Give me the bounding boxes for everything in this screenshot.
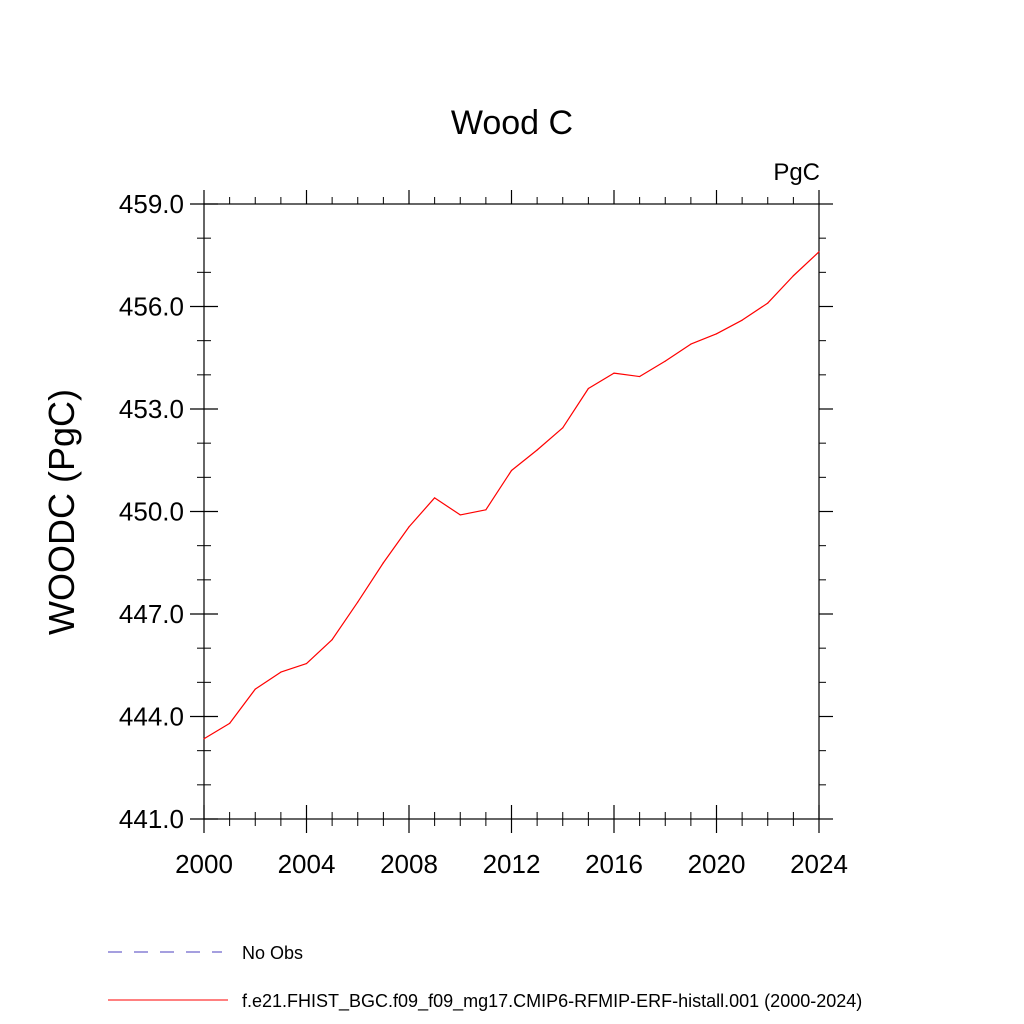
data-point	[818, 251, 820, 253]
data-point	[357, 601, 359, 603]
y-tick-label: 444.0	[119, 702, 184, 732]
axis-ticks	[190, 190, 833, 833]
data-point	[767, 302, 769, 304]
x-tick-label: 2024	[790, 849, 848, 879]
y-tick-label: 453.0	[119, 394, 184, 424]
data-point	[613, 372, 615, 374]
y-tick-label: 459.0	[119, 189, 184, 219]
y-tick-label: 456.0	[119, 292, 184, 322]
data-point	[536, 449, 538, 451]
y-tick-label: 447.0	[119, 599, 184, 629]
x-tick-label: 2004	[278, 849, 336, 879]
legend: No Obs f.e21.FHIST_BGC.f09_f09_mg17.CMIP…	[108, 943, 862, 1012]
data-point	[459, 514, 461, 516]
y-axis-label: WOODC (PgC)	[41, 389, 82, 635]
data-point	[229, 722, 231, 724]
x-tick-label: 2008	[380, 849, 438, 879]
data-point	[715, 333, 718, 335]
data-point	[690, 343, 692, 345]
data-point	[741, 319, 743, 321]
legend-label-model-run: f.e21.FHIST_BGC.f09_f09_mg17.CMIP6-RFMIP…	[242, 991, 862, 1012]
data-point	[382, 562, 384, 564]
legend-label-no-obs: No Obs	[242, 943, 303, 963]
data-point	[664, 360, 666, 362]
data-point	[408, 526, 410, 528]
x-tick-label: 2016	[585, 849, 643, 879]
series-layer	[203, 251, 820, 740]
chart-title: Wood C	[451, 104, 573, 142]
data-point	[485, 509, 487, 511]
data-point	[280, 671, 282, 673]
data-point	[203, 738, 205, 740]
x-tick-label: 2020	[688, 849, 746, 879]
y-tick-label: 450.0	[119, 497, 184, 527]
data-point	[305, 662, 308, 665]
x-tick-label: 2000	[175, 849, 233, 879]
data-point	[254, 688, 256, 690]
y-tick-label: 441.0	[119, 804, 184, 834]
data-point	[331, 639, 333, 641]
data-point	[562, 427, 564, 429]
plot-frame	[203, 203, 820, 820]
data-point	[434, 497, 436, 499]
data-point	[792, 275, 794, 277]
x-tick-label: 2012	[483, 849, 541, 879]
units-label: PgC	[773, 159, 820, 186]
axis-tick-labels: 2000 2004 2008 2012 2016 2020 2024 441.0 444.0 44…	[119, 189, 848, 879]
data-point	[510, 469, 513, 472]
data-point	[639, 375, 641, 378]
data-point	[587, 387, 589, 390]
series-line-model-run	[203, 251, 820, 740]
